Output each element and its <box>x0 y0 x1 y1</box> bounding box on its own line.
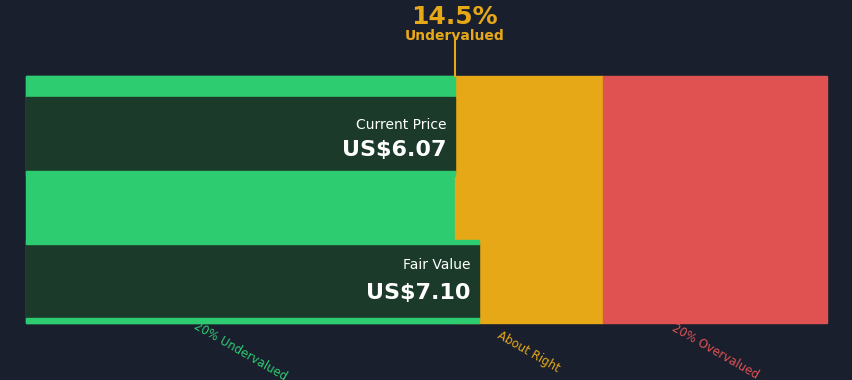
Bar <box>26 318 478 323</box>
Bar <box>26 76 454 323</box>
Text: Undervalued: Undervalued <box>404 29 504 43</box>
Bar <box>454 76 602 323</box>
Text: Fair Value: Fair Value <box>402 258 469 272</box>
Text: US$7.10: US$7.10 <box>366 282 469 302</box>
Bar <box>602 76 826 323</box>
Text: 14.5%: 14.5% <box>411 5 498 29</box>
Text: 20% Overvalued: 20% Overvalued <box>669 321 760 380</box>
Bar <box>26 97 454 171</box>
Bar <box>26 240 478 244</box>
Text: About Right: About Right <box>495 328 561 375</box>
Bar <box>26 76 454 97</box>
Text: Current Price: Current Price <box>355 118 446 132</box>
Bar <box>26 244 478 318</box>
Text: US$6.07: US$6.07 <box>341 140 446 160</box>
Text: 20% Undervalued: 20% Undervalued <box>191 320 289 380</box>
Bar <box>26 171 454 176</box>
